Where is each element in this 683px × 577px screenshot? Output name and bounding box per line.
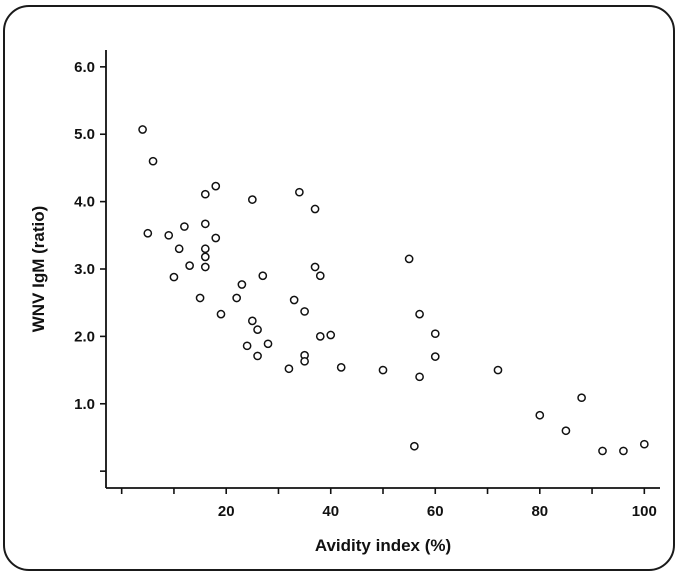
data-point: [641, 441, 648, 448]
data-point: [338, 364, 345, 371]
data-point: [432, 330, 439, 337]
y-tick-label: 4.0: [74, 194, 95, 211]
data-point: [291, 296, 298, 303]
data-point: [432, 353, 439, 360]
y-tick-label: 3.0: [74, 261, 95, 278]
data-point: [536, 412, 543, 419]
data-point: [254, 326, 261, 333]
y-tick-label: 1.0: [74, 396, 95, 413]
data-point: [599, 447, 606, 454]
data-point: [212, 183, 219, 190]
data-point: [244, 342, 251, 349]
data-point: [301, 308, 308, 315]
data-points: [139, 126, 648, 455]
data-point: [202, 253, 209, 260]
y-axis-label: WNV IgM (ratio): [29, 206, 48, 333]
data-point: [202, 220, 209, 227]
y-tick-label: 2.0: [74, 328, 95, 345]
x-tick-label: 80: [531, 503, 548, 520]
data-point: [233, 294, 240, 301]
data-point: [259, 272, 266, 279]
y-tick-label: 5.0: [74, 126, 95, 143]
data-point: [212, 234, 219, 241]
x-axis-ticks: 20 40 60 80 100: [122, 488, 657, 520]
data-point: [254, 352, 261, 359]
data-point: [217, 311, 224, 318]
data-point: [202, 191, 209, 198]
x-tick-label: 20: [218, 503, 235, 520]
data-point: [416, 311, 423, 318]
data-point: [144, 230, 151, 237]
x-tick-label: 60: [427, 503, 444, 520]
data-point: [296, 189, 303, 196]
data-point: [176, 245, 183, 252]
y-tick-label: 6.0: [74, 59, 95, 76]
data-point: [238, 281, 245, 288]
data-point: [494, 366, 501, 373]
data-point: [202, 263, 209, 270]
data-point: [317, 333, 324, 340]
data-point: [170, 273, 177, 280]
y-axis-ticks: 1.0 2.0 3.0 4.0 5.0 6.0: [74, 59, 106, 471]
data-point: [249, 317, 256, 324]
data-point: [578, 394, 585, 401]
data-point: [379, 366, 386, 373]
data-point: [311, 263, 318, 270]
data-point: [411, 443, 418, 450]
data-point: [327, 331, 334, 338]
x-axis-label: Avidity index (%): [315, 536, 451, 555]
data-point: [317, 272, 324, 279]
data-point: [186, 262, 193, 269]
data-point: [416, 373, 423, 380]
data-point: [285, 365, 292, 372]
data-point: [202, 245, 209, 252]
x-tick-label: 40: [322, 503, 339, 520]
data-point: [301, 358, 308, 365]
data-point: [249, 196, 256, 203]
data-point: [562, 427, 569, 434]
data-point: [620, 447, 627, 454]
data-point: [264, 340, 271, 347]
x-tick-label: 100: [632, 503, 657, 520]
data-point: [196, 294, 203, 301]
data-point: [149, 158, 156, 165]
data-point: [165, 232, 172, 239]
data-point: [139, 126, 146, 133]
data-point: [406, 255, 413, 262]
data-point: [181, 223, 188, 230]
data-point: [311, 205, 318, 212]
